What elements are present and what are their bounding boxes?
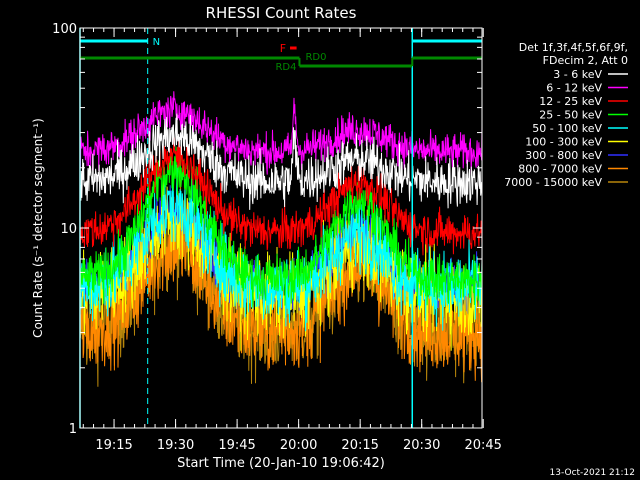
series-line-6to12keV bbox=[79, 91, 483, 175]
legend-header-line-1: Det 1f,3f,4f,5f,6f,9f, bbox=[519, 41, 628, 54]
legend-entry-label: 7000 - 15000 keV bbox=[504, 176, 602, 189]
legend-header-line-2: FDecim 2, Att 0 bbox=[543, 54, 628, 67]
series-layer bbox=[79, 91, 483, 387]
axes-layer: 1 10 100 19:15 19:30 19:45 20:00 20:15 20:30 20:4… bbox=[52, 22, 502, 453]
y-tick-label: 10 bbox=[60, 222, 77, 237]
y-axis-label: Count Rate (s⁻¹ detector segment⁻¹) bbox=[31, 118, 45, 338]
x-tick-label: 19:45 bbox=[218, 438, 255, 453]
legend-entry-label: 100 - 300 keV bbox=[525, 136, 602, 149]
legend-entry-label: 6 - 12 keV bbox=[546, 82, 602, 95]
rd0-label: RD0 bbox=[305, 52, 326, 63]
legend-entry-label: 800 - 7000 keV bbox=[518, 163, 602, 176]
generation-timestamp: 13-Oct-2021 21:12 bbox=[550, 468, 635, 478]
x-tick-label: 19:30 bbox=[157, 438, 194, 453]
x-tick-label: 20:15 bbox=[341, 438, 378, 453]
chart-title: RHESSI Count Rates bbox=[206, 4, 357, 22]
legend-entry-label: 12 - 25 keV bbox=[539, 95, 602, 108]
legend-entry-label: 300 - 800 keV bbox=[525, 149, 602, 162]
x-tick-label: 20:45 bbox=[464, 438, 501, 453]
legend-entry-label: 3 - 6 keV bbox=[553, 68, 602, 81]
series-line-25to50keV bbox=[79, 146, 483, 308]
y-tick-label: 1 bbox=[69, 422, 77, 437]
x-tick-label: 20:00 bbox=[280, 438, 317, 453]
series-line-3to6keV bbox=[79, 113, 483, 210]
series-line-12to25keV bbox=[79, 137, 483, 256]
legend-entry-label: 25 - 50 keV bbox=[539, 109, 602, 122]
legend: Det 1f,3f,4f,5f,6f,9f, FDecim 2, Att 0 3… bbox=[504, 41, 628, 189]
flare-label: F bbox=[280, 42, 286, 55]
x-axis-label: Start Time (20-Jan-10 19:06:42) bbox=[177, 456, 385, 471]
x-tick-label: 19:15 bbox=[95, 438, 132, 453]
legend-entry-label: 50 - 100 keV bbox=[532, 122, 602, 135]
rd4-label: RD4 bbox=[275, 62, 296, 73]
night-label: N bbox=[153, 37, 160, 48]
y-tick-label: 100 bbox=[52, 22, 77, 37]
x-tick-label: 20:30 bbox=[403, 438, 440, 453]
